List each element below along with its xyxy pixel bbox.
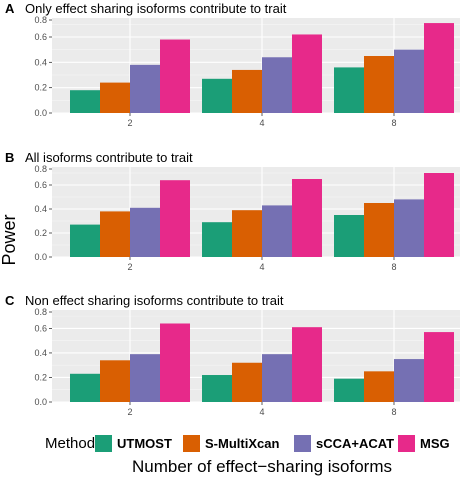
legend: Method UTMOST S-MultiXcan sCCA+ACAT MSG [45, 435, 450, 452]
legend-title: Method [45, 435, 95, 452]
bar-scca-acat [262, 205, 292, 257]
bar-s-multixcan [100, 211, 130, 257]
bar-s-multixcan [232, 210, 262, 257]
bar-msg [160, 323, 190, 402]
bar-scca-acat [262, 354, 292, 402]
bar-utmost [202, 375, 232, 402]
bar-msg [160, 180, 190, 257]
bar-scca-acat [262, 57, 292, 113]
y-tick-label: 0.0 [34, 397, 47, 407]
bar-msg [292, 179, 322, 257]
bar-s-multixcan [364, 56, 394, 113]
y-axis-title: Power [0, 214, 19, 265]
panels-group: A Only effect sharing isoforms contribute… [5, 1, 460, 417]
legend-item: MSG [398, 435, 450, 452]
panel-title: Non effect sharing isoforms contribute t… [25, 293, 284, 308]
bar-s-multixcan [232, 362, 262, 402]
y-tick-label: 0.4 [34, 57, 47, 67]
bar-utmost [334, 378, 364, 402]
legend-item: sCCA+ACAT [294, 435, 394, 452]
legend-swatch [294, 435, 311, 452]
x-tick-label: 4 [259, 407, 264, 417]
legend-label: MSG [420, 436, 450, 451]
legend-label: S-MultiXcan [205, 436, 279, 451]
panel-b: B All isoforms contribute to trait 0.0 0.2 0… [5, 150, 460, 272]
bar-msg [424, 332, 454, 402]
bar-s-multixcan [100, 360, 130, 402]
x-axis-title: Number of effect−sharing isoforms [132, 457, 392, 476]
bar-s-multixcan [364, 203, 394, 257]
y-tick-label: 0.4 [34, 204, 47, 214]
y-tick-label: 0.0 [34, 108, 47, 118]
legend-swatch [95, 435, 112, 452]
y-tick-label: 0.0 [34, 252, 47, 262]
bar-msg [292, 34, 322, 113]
bar-s-multixcan [232, 69, 262, 113]
y-tick-label: 0.8 [34, 164, 47, 174]
bar-utmost [202, 78, 232, 113]
bar-scca-acat [130, 354, 160, 402]
panel-a: A Only effect sharing isoforms contribute… [5, 1, 460, 128]
bar-s-multixcan [364, 371, 394, 402]
legend-item: S-MultiXcan [183, 435, 279, 452]
y-tick-label: 0.8 [34, 307, 47, 317]
y-tick-label: 0.6 [34, 32, 47, 42]
legend-items: UTMOST S-MultiXcan sCCA+ACAT MSG [95, 435, 450, 452]
x-tick-label: 2 [127, 262, 132, 272]
bar-utmost [70, 90, 100, 113]
y-tick-label: 0.8 [34, 15, 47, 25]
panel-letter: B [5, 150, 14, 165]
bar-scca-acat [394, 49, 424, 113]
bar-s-multixcan [100, 82, 130, 113]
y-tick-label: 0.6 [34, 323, 47, 333]
bar-msg [160, 39, 190, 113]
legend-swatch [398, 435, 415, 452]
bar-utmost [202, 222, 232, 257]
panel-title: All isoforms contribute to trait [25, 150, 193, 165]
x-tick-label: 8 [391, 262, 396, 272]
x-tick-label: 8 [391, 407, 396, 417]
y-tick-label: 0.4 [34, 348, 47, 358]
bar-utmost [334, 215, 364, 257]
legend-label: UTMOST [117, 436, 172, 451]
bar-utmost [334, 67, 364, 113]
bar-scca-acat [394, 199, 424, 257]
legend-item: UTMOST [95, 435, 172, 452]
bar-utmost [70, 224, 100, 257]
bar-utmost [70, 373, 100, 402]
bar-msg [424, 23, 454, 113]
panel-letter: A [5, 1, 15, 16]
x-tick-label: 4 [259, 262, 264, 272]
bar-scca-acat [394, 359, 424, 402]
legend-label: sCCA+ACAT [316, 436, 394, 451]
y-tick-label: 0.2 [34, 372, 47, 382]
y-tick-label: 0.2 [34, 228, 47, 238]
bar-msg [292, 327, 322, 402]
legend-swatch [183, 435, 200, 452]
y-tick-label: 0.6 [34, 180, 47, 190]
x-tick-label: 4 [259, 118, 264, 128]
bar-msg [424, 173, 454, 257]
bar-scca-acat [130, 64, 160, 113]
panel-title: Only effect sharing isoforms contribute … [25, 1, 287, 16]
panel-letter: C [5, 293, 15, 308]
bar-scca-acat [130, 207, 160, 257]
panel-c: C Non effect sharing isoforms contribute … [5, 293, 460, 417]
x-tick-label: 2 [127, 118, 132, 128]
x-tick-label: 2 [127, 407, 132, 417]
y-tick-label: 0.2 [34, 83, 47, 93]
x-tick-label: 8 [391, 118, 396, 128]
